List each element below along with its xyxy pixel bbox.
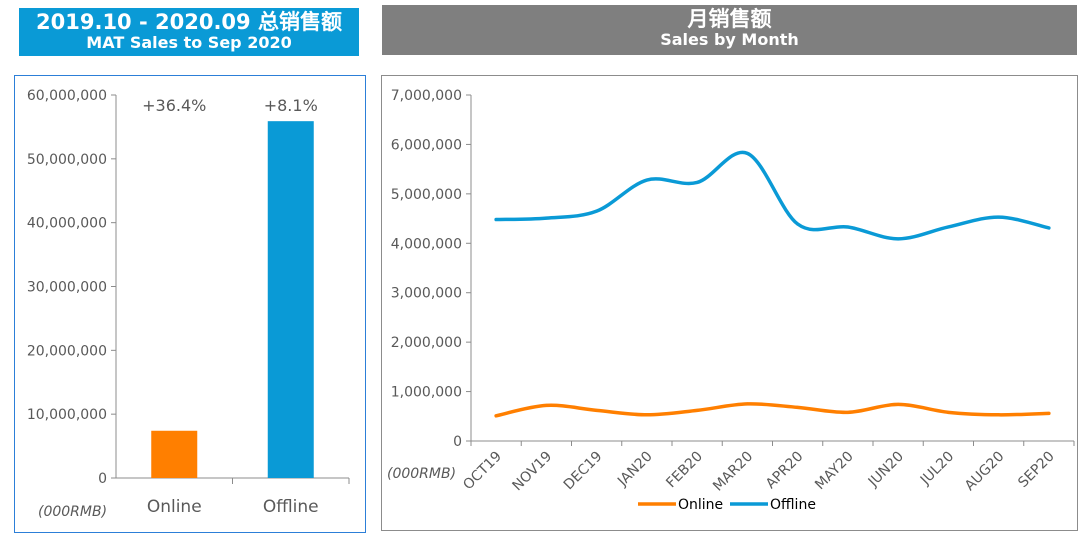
line-point-online [494, 414, 498, 418]
bar-y-tick-label: 10,000,000 [27, 407, 107, 423]
bar-y-tick-label: 20,000,000 [27, 343, 107, 359]
line-point-online [796, 405, 800, 409]
line-y-tick-label: 5,000,000 [391, 187, 462, 203]
header-mat-title: 2019.10 - 2020.09 总销售额 [36, 10, 342, 34]
bar-category-label-online: Online [147, 497, 202, 517]
monthly-line-chart-panel: 0 1,000,000 2,000,000 3,000,000 4,000,000 5,0… [381, 75, 1078, 531]
line-x-tick-label: FEB20 [663, 449, 706, 492]
bar-data-label-online: +36.4% [142, 96, 206, 115]
line-point-online [595, 408, 599, 412]
bar-y-tick-label: 50,000,000 [27, 152, 107, 168]
line-point-online [745, 402, 749, 406]
line-y-tick-label: 4,000,000 [391, 236, 462, 252]
line-x-tick-label: MAR20 [710, 449, 756, 495]
line-point-online [896, 402, 900, 406]
line-point-online [846, 410, 850, 414]
bar-y-tick-label: 40,000,000 [27, 216, 107, 232]
header-mat-sales: 2019.10 - 2020.09 总销售额 MAT Sales to Sep … [19, 8, 359, 56]
line-point-online [997, 413, 1001, 417]
line-y-tick-label: 3,000,000 [391, 286, 462, 302]
line-point-online [544, 403, 548, 407]
legend-label-offline: Offline [770, 497, 816, 513]
line-x-tick-label: DEC19 [561, 449, 606, 494]
line-y-tick-label: 2,000,000 [391, 335, 462, 351]
line-point-offline [595, 209, 599, 213]
bar-y-tick-label: 60,000,000 [27, 88, 107, 104]
line-point-offline [946, 225, 950, 229]
line-point-offline [896, 237, 900, 241]
line-point-offline [997, 215, 1001, 219]
line-series-online [494, 402, 1051, 418]
line-point-online [1047, 411, 1051, 415]
line-point-online [645, 413, 649, 417]
line-point-online [946, 410, 950, 414]
bar-category-label-offline: Offline [263, 497, 319, 517]
header-monthly-title: 月销售额 [687, 7, 772, 31]
bar-y-tick-label: 0 [98, 471, 107, 487]
bar-online [151, 430, 198, 478]
line-x-tick-label: NOV19 [509, 449, 555, 495]
line-point-offline [695, 180, 699, 184]
header-monthly-sales: 月销售额 Sales by Month [382, 5, 1077, 55]
line-x-tick-label: OCT19 [460, 449, 505, 494]
line-point-offline [494, 218, 498, 222]
line-point-offline [846, 225, 850, 229]
line-point-online [695, 408, 699, 412]
mat-bar-chart: 0 10,000,000 20,000,000 30,000,000 40,000,00… [27, 88, 350, 520]
line-point-offline [645, 178, 649, 182]
line-y-tick-label: 0 [453, 434, 462, 450]
line-x-tick-label: JUL20 [917, 449, 957, 489]
line-x-tick-label: JAN20 [614, 449, 656, 491]
bar-offline [267, 121, 314, 478]
legend-label-online: Online [678, 497, 723, 513]
line-point-offline [796, 222, 800, 226]
header-mat-subtitle: MAT Sales to Sep 2020 [86, 33, 292, 53]
bar-data-label-offline: +8.1% [264, 96, 318, 115]
line-x-tick-label: AUG20 [962, 449, 1008, 495]
bar-y-tick-label: 30,000,000 [27, 280, 107, 296]
line-point-offline [544, 216, 548, 220]
header-monthly-subtitle: Sales by Month [660, 30, 799, 50]
bar-unit-label: (000RMB) [38, 504, 107, 520]
line-y-tick-label: 1,000,000 [391, 385, 462, 401]
line-point-offline [745, 151, 749, 155]
line-y-tick-label: 7,000,000 [391, 88, 462, 104]
line-y-tick-label: 6,000,000 [391, 137, 462, 153]
line-x-tick-label: APR20 [763, 449, 807, 493]
line-x-tick-label: SEP20 [1015, 449, 1057, 491]
monthly-line-chart: 0 1,000,000 2,000,000 3,000,000 4,000,000 5,0… [387, 88, 1075, 513]
line-point-offline [1047, 226, 1051, 230]
line-unit-label: (000RMB) [387, 466, 456, 482]
line-series-offline [494, 150, 1051, 241]
line-x-tick-label: JUN20 [865, 449, 907, 491]
mat-bar-chart-panel: 0 10,000,000 20,000,000 30,000,000 40,000,00… [14, 75, 366, 533]
line-x-tick-label: MAY20 [812, 449, 857, 494]
